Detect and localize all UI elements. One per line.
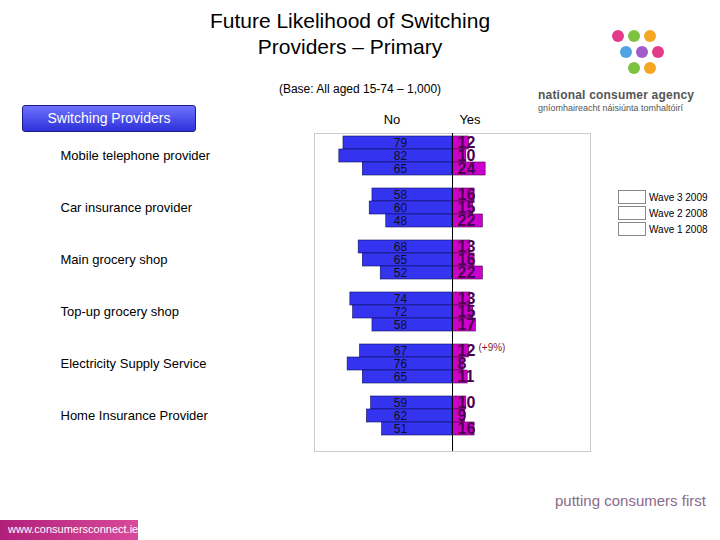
svg-text:60: 60 bbox=[394, 201, 408, 215]
svg-text:52: 52 bbox=[394, 266, 408, 280]
svg-text:22: 22 bbox=[458, 264, 476, 281]
html-text:Wave 1 2008: Wave 1 2008 bbox=[649, 223, 708, 235]
svg-text:68: 68 bbox=[394, 240, 408, 254]
html-text:Wave 2 2008: Wave 2 2008 bbox=[649, 207, 708, 219]
svg-text:Car insurance provider: Car insurance provider bbox=[61, 200, 193, 215]
svg-text:15: 15 bbox=[457, 199, 476, 217]
svg-text:16: 16 bbox=[457, 251, 476, 269]
svg-text:76: 76 bbox=[394, 357, 408, 371]
svg-text:Main grocery shop: Main grocery shop bbox=[61, 252, 168, 267]
svg-text:65: 65 bbox=[394, 370, 408, 384]
svg-text:Mobile telephone provider: Mobile telephone provider bbox=[61, 148, 211, 163]
svg-text:74: 74 bbox=[394, 292, 408, 306]
html-text:Wave 3 2009: Wave 3 2009 bbox=[649, 191, 708, 203]
svg-text:11: 11 bbox=[458, 368, 475, 385]
svg-text:Home Insurance Provider: Home Insurance Provider bbox=[61, 408, 209, 423]
html-text:www.consumersconnect.ie: www.consumersconnect.ie bbox=[8, 523, 139, 535]
svg-text:67: 67 bbox=[394, 344, 408, 358]
svg-text:79: 79 bbox=[394, 136, 408, 150]
svg-text:24: 24 bbox=[458, 160, 476, 177]
html-text:(Base: All aged 15-74 – 1,000): (Base: All aged 15-74 – 1,000) bbox=[278, 82, 442, 96]
svg-text:10: 10 bbox=[457, 394, 476, 412]
svg-text:12: 12 bbox=[457, 134, 476, 152]
svg-text:65: 65 bbox=[394, 162, 408, 176]
html-text:Yes: Yes bbox=[459, 112, 481, 127]
svg-text:13: 13 bbox=[457, 238, 476, 256]
svg-text:22: 22 bbox=[458, 212, 476, 229]
html-text:gníomhaireacht náisiúnta tomha: gníomhaireacht náisiúnta tomhaltóirí bbox=[538, 103, 684, 113]
svg-text:16: 16 bbox=[457, 186, 476, 204]
svg-text:12: 12 bbox=[457, 342, 476, 360]
svg-text:62: 62 bbox=[394, 409, 408, 423]
html-text:Switching Providers: Switching Providers bbox=[47, 110, 171, 126]
svg-text:58: 58 bbox=[394, 318, 408, 332]
html-text:putting consumers first: putting consumers first bbox=[555, 492, 706, 509]
svg-text:16: 16 bbox=[458, 420, 476, 437]
svg-text:13: 13 bbox=[457, 290, 476, 308]
svg-text:8: 8 bbox=[457, 355, 467, 373]
svg-text:Top-up grocery shop: Top-up grocery shop bbox=[61, 304, 180, 319]
html-text:Future Likelihood of Switching: Future Likelihood of Switching Providers… bbox=[209, 9, 491, 58]
svg-text:65: 65 bbox=[394, 253, 408, 267]
svg-text:48: 48 bbox=[394, 214, 408, 228]
html-text:No: No bbox=[383, 112, 401, 127]
svg-text:58: 58 bbox=[394, 188, 408, 202]
svg-text:17: 17 bbox=[458, 316, 476, 333]
svg-text:51: 51 bbox=[394, 422, 408, 436]
svg-text:9: 9 bbox=[457, 407, 467, 425]
svg-text:10: 10 bbox=[457, 147, 476, 165]
svg-text:15: 15 bbox=[457, 303, 476, 321]
svg-text:72: 72 bbox=[394, 305, 408, 319]
svg-text:(+9%): (+9%) bbox=[479, 342, 506, 353]
svg-text:82: 82 bbox=[394, 149, 408, 163]
svg-text:Electricity Supply Service: Electricity Supply Service bbox=[61, 356, 207, 371]
svg-text:59: 59 bbox=[394, 396, 408, 410]
html-text:national consumer agency: national consumer agency bbox=[538, 88, 695, 102]
